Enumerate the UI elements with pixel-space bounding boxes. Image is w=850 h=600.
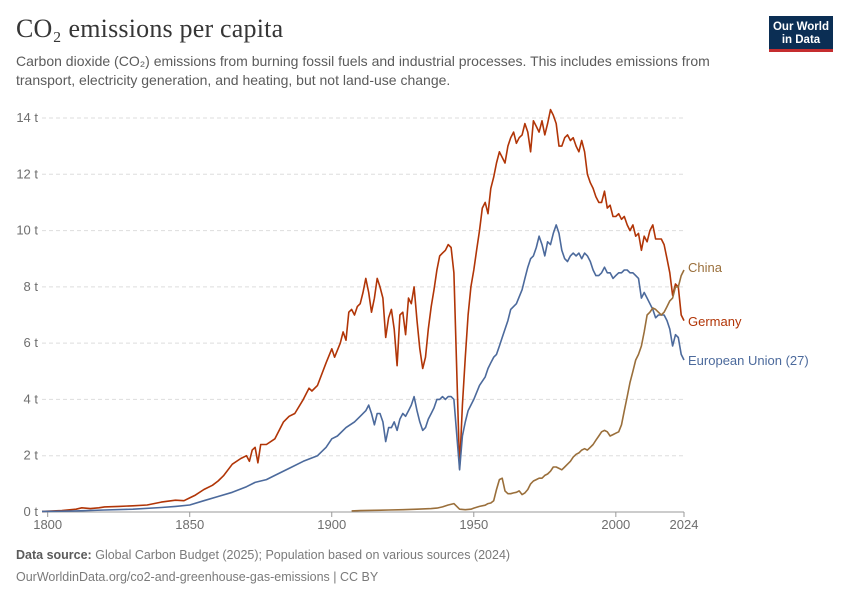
series-label-european-union-27: European Union (27) xyxy=(688,353,809,368)
x-tick-label: 2000 xyxy=(601,517,630,532)
y-tick-label: 4 t xyxy=(24,391,39,406)
chart-subtitle: Carbon dioxide (CO₂) emissions from burn… xyxy=(16,53,710,88)
attribution-link[interactable]: OurWorldinData.org/co2-and-greenhouse-ga… xyxy=(16,570,379,584)
data-source-text: Global Carbon Budget (2025); Population … xyxy=(95,548,511,562)
x-tick-label: 2024 xyxy=(670,517,699,532)
data-source-line: Data source: Global Carbon Budget (2025)… xyxy=(16,548,510,562)
y-tick-label: 10 t xyxy=(16,223,38,238)
x-tick-label: 1850 xyxy=(175,517,204,532)
y-tick-label: 6 t xyxy=(24,335,39,350)
x-tick-label: 1800 xyxy=(33,517,62,532)
x-tick-label: 1900 xyxy=(317,517,346,532)
data-source-label: Data source: xyxy=(16,548,92,562)
series-line-china xyxy=(351,269,685,512)
series-label-china: China xyxy=(688,260,723,275)
chart-title: CO₂ emissions per capita xyxy=(16,14,284,43)
logo-line-2: in Data xyxy=(781,33,821,46)
y-tick-label: 12 t xyxy=(16,166,38,181)
y-tick-label: 8 t xyxy=(24,279,39,294)
y-tick-label: 0 t xyxy=(24,504,39,519)
owid-logo[interactable]: Our World in Data xyxy=(769,16,833,52)
y-tick-label: 14 t xyxy=(16,110,38,125)
series-label-germany: Germany xyxy=(688,314,742,329)
logo-line-1: Our World xyxy=(772,21,829,33)
series-line-european-union-27 xyxy=(41,224,685,513)
series-line-germany xyxy=(41,108,685,513)
y-tick-label: 2 t xyxy=(24,448,39,463)
x-tick-label: 1950 xyxy=(459,517,488,532)
